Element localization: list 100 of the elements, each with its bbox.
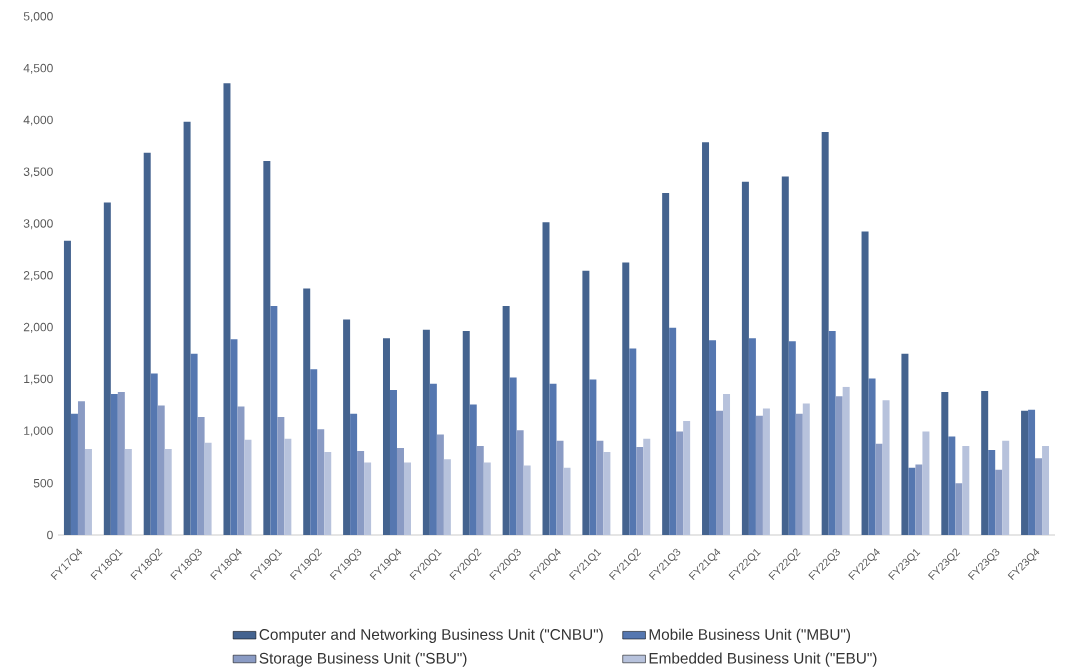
bar [828,330,836,536]
bar [716,410,724,536]
bar [1021,410,1029,536]
bar [748,338,756,536]
bar [788,341,796,536]
y-tick-label: 3,500 [23,167,53,178]
bar [901,353,909,536]
bar [582,270,590,536]
bar [270,306,278,536]
bar [861,231,869,536]
bar [197,416,205,536]
bar [77,401,85,536]
bar [103,202,111,536]
bar [324,452,332,536]
bar [357,451,365,536]
bar [709,340,717,536]
bar [882,400,890,536]
bar [70,413,78,536]
bar [396,448,404,536]
bar [523,465,531,536]
bar [556,440,564,536]
bar [204,442,212,536]
bar [63,240,71,536]
bar [157,405,165,536]
bar [469,404,477,536]
bar [622,262,630,536]
bar [303,288,311,536]
bar [364,462,372,536]
bar [516,430,524,536]
legend-label: Mobile Business Unit ("MBU") [649,628,851,644]
bar [350,413,358,536]
y-tick-label: 1,500 [24,374,53,385]
bar [1028,409,1036,536]
bar [723,394,731,536]
bar [509,377,517,536]
bar [955,483,963,536]
bar [183,121,191,536]
bar [549,383,557,536]
bar [237,406,245,536]
bar [403,462,411,536]
bar [563,467,571,536]
bar [223,83,231,536]
bar [868,378,876,536]
bar [821,132,829,536]
bar [476,445,484,536]
bar [589,379,597,536]
bar [922,431,930,536]
bar [802,403,810,536]
bar [317,429,325,536]
bar [277,416,285,536]
bar [124,449,132,536]
bar [1042,445,1050,536]
bar [676,431,684,536]
bar [781,176,789,536]
bar [636,447,644,536]
bar [422,329,430,536]
bar [343,319,351,536]
bar [150,373,158,536]
bar [462,330,470,536]
bar [596,440,604,536]
bar [389,390,397,536]
y-tick-label: 3,000 [23,219,53,230]
bar [629,348,637,536]
bar [948,436,956,536]
bar [244,439,252,536]
bar [962,445,970,536]
y-tick-label: 4,000 [23,115,53,126]
bar [436,434,444,536]
bar [762,408,770,536]
bar [842,386,850,536]
bar [981,391,989,536]
bar [542,222,550,536]
bar [875,443,883,536]
bar [190,353,198,536]
bar [382,338,390,536]
bar [1035,458,1043,536]
y-tick-label: 2,000 [23,322,53,333]
bar [908,467,916,536]
bar [643,438,651,536]
y-tick-label: 2,500 [23,271,53,282]
bar [795,413,803,536]
bar [429,383,437,536]
bar [988,450,996,536]
bar [603,452,611,536]
y-tick-label: 0 [47,530,53,540]
bar [835,396,843,536]
bar [1002,440,1010,536]
bar [741,181,749,536]
y-tick-label: 500 [33,479,53,488]
bar [502,306,510,536]
legend-label: Storage Business Unit ("SBU") [259,652,467,667]
bar [310,369,318,536]
bar [662,193,670,536]
y-tick-label: 5,000 [23,12,53,23]
bar [230,339,238,536]
y-tick-label: 1,000 [24,426,53,437]
bar [755,415,763,536]
y-tick-label: 4,500 [23,63,53,74]
bar [941,392,949,536]
bar [683,421,691,536]
